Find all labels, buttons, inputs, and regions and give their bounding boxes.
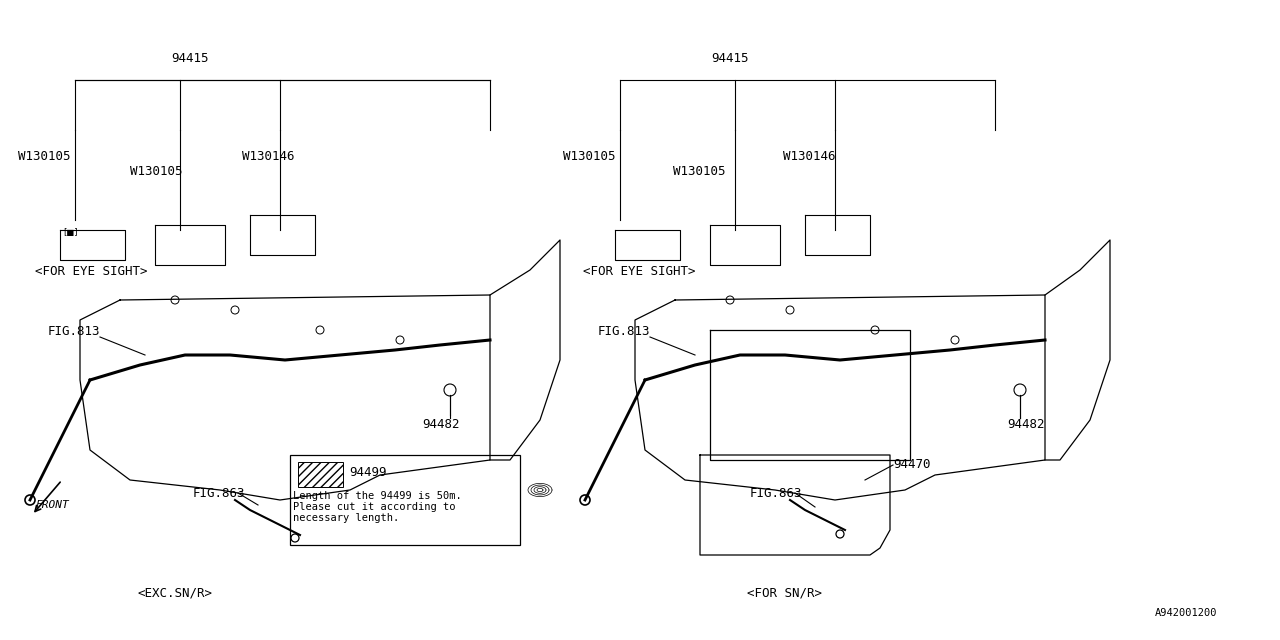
Text: <FOR EYE SIGHT>: <FOR EYE SIGHT> xyxy=(582,265,695,278)
Text: <FOR SN/R>: <FOR SN/R> xyxy=(748,586,822,599)
Text: FIG.863: FIG.863 xyxy=(193,487,246,500)
Bar xyxy=(298,462,343,487)
Text: W130105: W130105 xyxy=(673,165,726,178)
Text: Please cut it according to: Please cut it according to xyxy=(293,502,456,512)
Text: 94415: 94415 xyxy=(172,52,209,65)
Text: necessary length.: necessary length. xyxy=(293,513,399,523)
Text: A942001200: A942001200 xyxy=(1155,608,1217,618)
Text: [■]: [■] xyxy=(63,228,78,237)
Text: W130105: W130105 xyxy=(18,150,70,163)
Text: 94470: 94470 xyxy=(893,458,931,471)
Text: 94482: 94482 xyxy=(1007,418,1044,431)
Text: 94499: 94499 xyxy=(349,466,387,479)
Text: <EXC.SN/R>: <EXC.SN/R> xyxy=(138,586,212,599)
Text: FIG.813: FIG.813 xyxy=(49,325,101,338)
Text: 94415: 94415 xyxy=(712,52,749,65)
Text: <FOR EYE SIGHT>: <FOR EYE SIGHT> xyxy=(35,265,147,278)
Bar xyxy=(291,455,520,545)
Text: Length of the 94499 is 50m.: Length of the 94499 is 50m. xyxy=(293,491,462,501)
Text: W130146: W130146 xyxy=(783,150,836,163)
Text: FIG.813: FIG.813 xyxy=(598,325,650,338)
Text: FRONT: FRONT xyxy=(35,500,69,510)
Text: W130105: W130105 xyxy=(563,150,616,163)
Text: W130146: W130146 xyxy=(242,150,294,163)
Text: FIG.863: FIG.863 xyxy=(750,487,803,500)
Text: 94482: 94482 xyxy=(422,418,460,431)
Text: W130105: W130105 xyxy=(131,165,183,178)
